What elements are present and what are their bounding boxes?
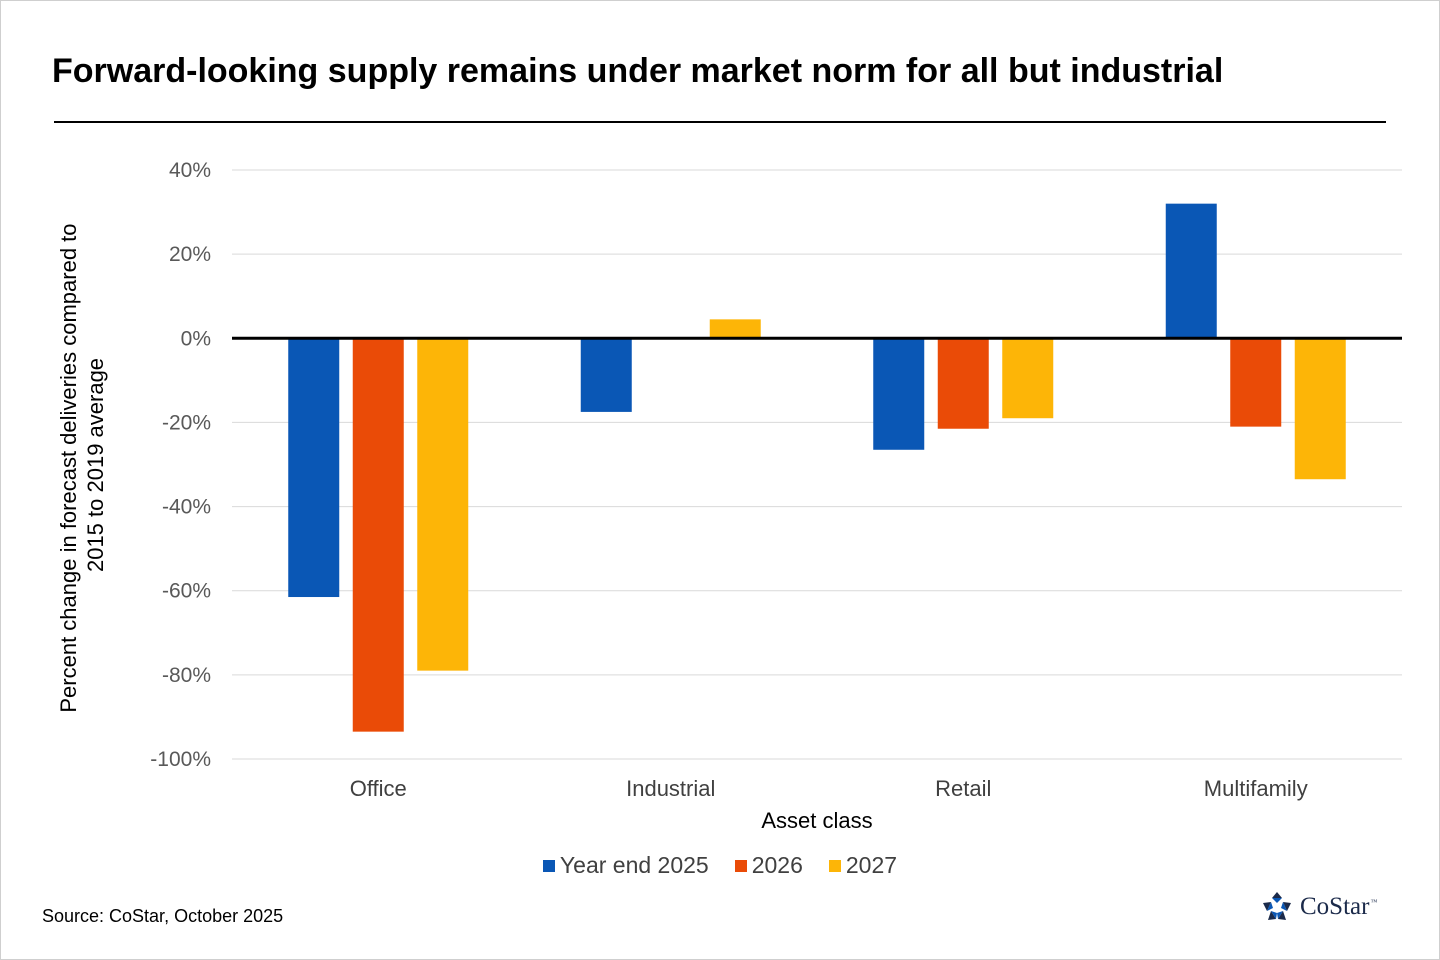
legend-swatch xyxy=(828,859,841,872)
category-labels: Office Industrial Retail Multifamily xyxy=(350,776,1308,801)
bar-chart: 40% 20% 0% -20% -40% -60% -80% -100% Office Indu… xyxy=(56,159,1402,833)
costar-star-icon xyxy=(1263,892,1291,920)
category-label: Multifamily xyxy=(1204,776,1308,801)
legend-item-year-end-2025: Year end 2025 xyxy=(542,852,709,879)
bar-multifamily-series-2 xyxy=(1294,338,1346,480)
legend-label: 2027 xyxy=(845,852,898,878)
legend-label: Year end 2025 xyxy=(559,852,709,878)
category-label: Retail xyxy=(935,776,991,801)
category-label: Office xyxy=(350,776,407,801)
y-tick-label: -40% xyxy=(162,496,211,519)
logo-trademark: ™ xyxy=(1370,898,1378,906)
y-axis-title-line-1: Percent change in forecast deliveries co… xyxy=(56,223,81,712)
legend-item-2027: 2027 xyxy=(828,852,898,879)
legend-label: 2026 xyxy=(751,852,803,878)
bar-industrial-series-0 xyxy=(580,338,632,412)
y-tick-label: -100% xyxy=(150,748,211,771)
y-tick-label: 20% xyxy=(169,243,211,266)
bar-office-series-0 xyxy=(288,338,340,598)
title-divider xyxy=(54,121,1386,123)
y-axis-title-line-2: 2015 to 2019 average xyxy=(83,358,108,572)
chart-title: Forward-looking supply remains under mar… xyxy=(52,52,1224,90)
x-axis-title: Asset class xyxy=(761,808,872,833)
legend-swatch xyxy=(734,859,747,872)
bars xyxy=(288,203,1346,732)
legend: Year end 2025 2026 2027 xyxy=(0,852,1440,879)
bar-office-series-1 xyxy=(352,338,404,732)
bar-industrial-series-2 xyxy=(709,319,761,339)
source-note: Source: CoStar, October 2025 xyxy=(42,906,284,926)
y-tick-label: -80% xyxy=(162,664,211,687)
logo-wordmark: CoStar xyxy=(1300,893,1370,920)
y-tick-label: 0% xyxy=(181,327,211,350)
bar-multifamily-series-0 xyxy=(1165,203,1217,339)
bar-office-series-2 xyxy=(417,338,469,671)
y-tick-labels: 40% 20% 0% -20% -40% -60% -80% -100% xyxy=(150,159,211,771)
category-label: Industrial xyxy=(626,776,715,801)
legend-swatch xyxy=(542,859,555,872)
costar-logo: CoStar ™ xyxy=(1260,890,1377,924)
bar-retail-series-1 xyxy=(937,338,989,429)
bar-multifamily-series-1 xyxy=(1230,338,1282,427)
gridlines xyxy=(232,169,1402,760)
y-tick-label: -20% xyxy=(162,411,211,434)
bar-retail-series-2 xyxy=(1002,338,1054,419)
y-tick-label: -60% xyxy=(162,580,211,603)
bar-retail-series-0 xyxy=(873,338,925,450)
y-tick-label: 40% xyxy=(169,159,211,182)
legend-item-2026: 2026 xyxy=(734,852,803,879)
y-axis-title: Percent change in forecast deliveries co… xyxy=(56,217,108,712)
